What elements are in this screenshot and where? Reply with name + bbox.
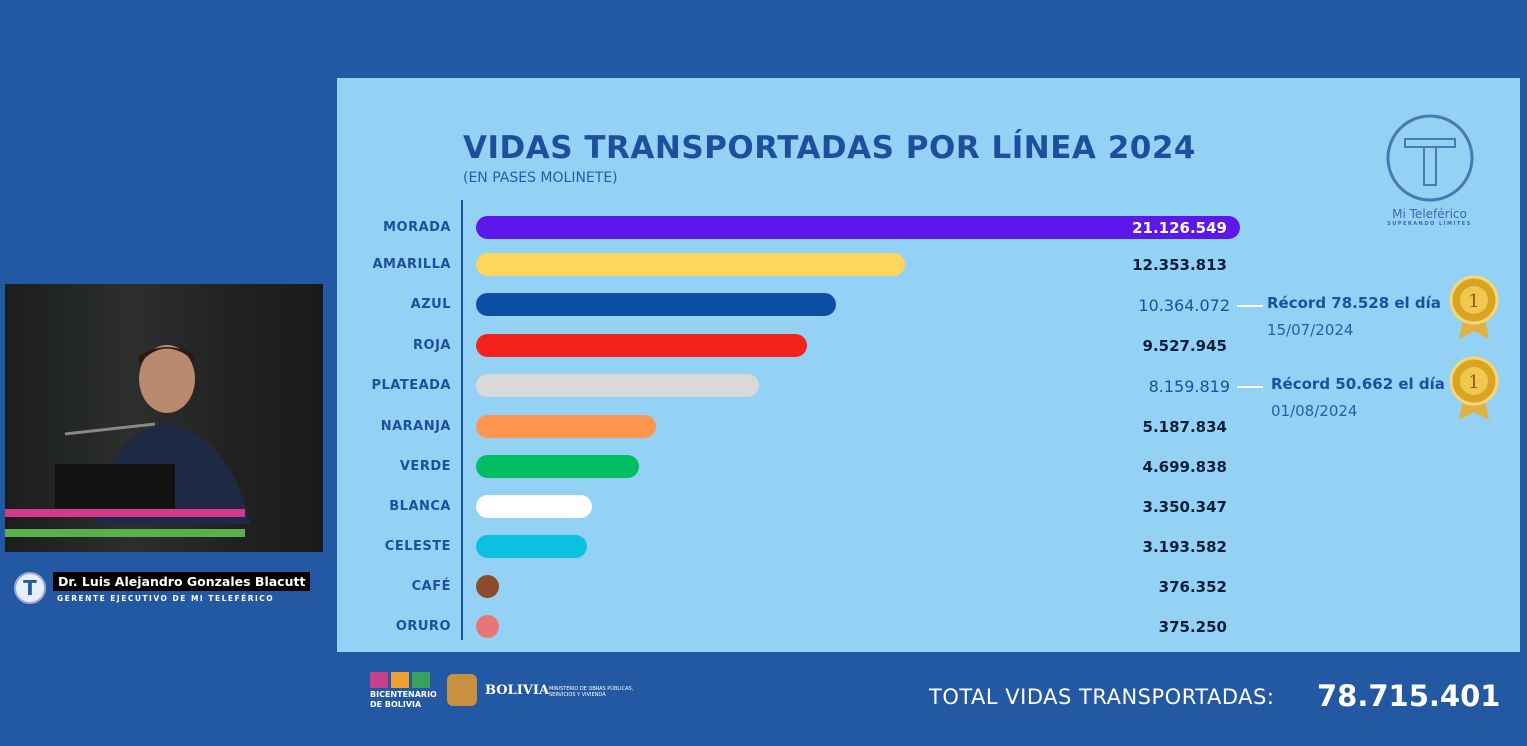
category-label: MORADA	[383, 220, 451, 235]
bar	[476, 495, 593, 518]
record-text: Récord 50.662 el día	[1271, 375, 1445, 393]
chart-title: VIDAS TRANSPORTADAS POR LÍNEA 2024	[463, 130, 1196, 166]
category-label: AMARILLA	[372, 257, 451, 272]
bolivia-logo: BOLIVIA	[485, 683, 550, 698]
value-label: 21.126.549	[1132, 219, 1227, 237]
slide: VIDAS TRANSPORTADAS POR LÍNEA 2024 (EN P…	[337, 78, 1520, 652]
value-label: 9.527.945	[1142, 337, 1227, 355]
bar	[476, 575, 499, 598]
record-date: 01/08/2024	[1271, 402, 1358, 420]
category-label: PLATEADA	[371, 378, 451, 393]
bar-row: MORADA 21.126.549	[337, 216, 1520, 240]
annotation-connector	[1237, 305, 1263, 307]
bicentenario-logo: BICENTENARIO DE BOLIVIA	[370, 672, 437, 710]
value-label: 8.159.819	[1148, 377, 1230, 396]
bar	[476, 334, 807, 357]
bar-row: BLANCA 3.350.347	[337, 495, 1520, 519]
bar	[476, 535, 587, 558]
value-label: 375.250	[1158, 618, 1227, 636]
bar-row: NARANJA 5.187.834	[337, 415, 1520, 439]
chart-subtitle: (EN PASES MOLINETE)	[463, 170, 618, 186]
logo-name: Mi Teleférico	[1392, 207, 1467, 221]
category-label: AZUL	[410, 297, 451, 312]
speaker-video	[5, 284, 323, 552]
category-label: ROJA	[413, 338, 451, 353]
category-label: BLANCA	[389, 499, 451, 514]
svg-text:1: 1	[1468, 291, 1479, 312]
bar-row: VERDE 4.699.838	[337, 455, 1520, 479]
value-label: 376.352	[1158, 578, 1227, 596]
bar-row: ROJA 9.527.945	[337, 334, 1520, 358]
speaker-logo-icon: T	[14, 572, 46, 604]
record-date: 15/07/2024	[1267, 321, 1354, 339]
bar-row: CAFÉ 376.352	[337, 575, 1520, 599]
axis-line	[461, 200, 463, 640]
record-text: Récord 78.528 el día	[1267, 294, 1441, 312]
footer: BICENTENARIO DE BOLIVIA BOLIVIA MINISTER…	[337, 652, 1520, 742]
svg-text:1: 1	[1468, 372, 1479, 393]
total-label: TOTAL VIDAS TRANSPORTADAS:	[929, 685, 1275, 709]
bar	[476, 374, 760, 397]
speaker-name: Dr. Luis Alejandro Gonzales Blacutt	[53, 572, 311, 591]
bar	[476, 455, 640, 478]
value-label: 10.364.072	[1138, 296, 1230, 315]
bar-row: CELESTE 3.193.582	[337, 535, 1520, 559]
value-label: 4.699.838	[1142, 458, 1227, 476]
bar-row: AZUL 10.364.072	[337, 293, 1520, 317]
speaker-role: GERENTE EJECUTIVO DE MI TELEFÉRICO	[57, 594, 275, 603]
annotation-connector	[1237, 386, 1263, 388]
value-label: 3.350.347	[1142, 498, 1227, 516]
teleferico-logo-icon	[1386, 114, 1473, 202]
value-label: 5.187.834	[1142, 418, 1227, 436]
record-annotation: Récord 78.528 el día 15/07/2024	[1267, 294, 1441, 339]
gold-medal-icon: 1	[1449, 356, 1499, 426]
bar	[476, 615, 499, 638]
category-label: CAFÉ	[411, 579, 451, 594]
category-label: NARANJA	[380, 419, 451, 434]
bolivia-coat-icon	[447, 674, 477, 706]
bar-row: ORURO 375.250	[337, 615, 1520, 639]
logo-tagline: SUPERANDO LÍMITES	[1387, 221, 1472, 227]
total-value: 78.715.401	[1317, 679, 1501, 713]
gold-medal-icon: 1	[1449, 275, 1499, 345]
bar	[476, 216, 1240, 239]
bar	[476, 253, 905, 276]
record-annotation: Récord 50.662 el día 01/08/2024	[1271, 375, 1445, 420]
mi-teleferico-logo: Mi Teleférico SUPERANDO LÍMITES	[1382, 113, 1477, 227]
category-label: VERDE	[399, 459, 451, 474]
speaker-silhouette	[5, 345, 250, 537]
bar	[476, 415, 657, 438]
bar-row: PLATEADA 8.159.819	[337, 374, 1520, 398]
category-label: ORURO	[395, 619, 451, 634]
value-label: 12.353.813	[1132, 256, 1227, 274]
value-label: 3.193.582	[1142, 538, 1227, 556]
bar-row: AMARILLA 12.353.813	[337, 253, 1520, 277]
category-label: CELESTE	[384, 539, 451, 554]
ministry-logo: MINISTERIO DE OBRAS PÚBLICAS, SERVICIOS …	[549, 686, 634, 698]
bar	[476, 293, 836, 316]
